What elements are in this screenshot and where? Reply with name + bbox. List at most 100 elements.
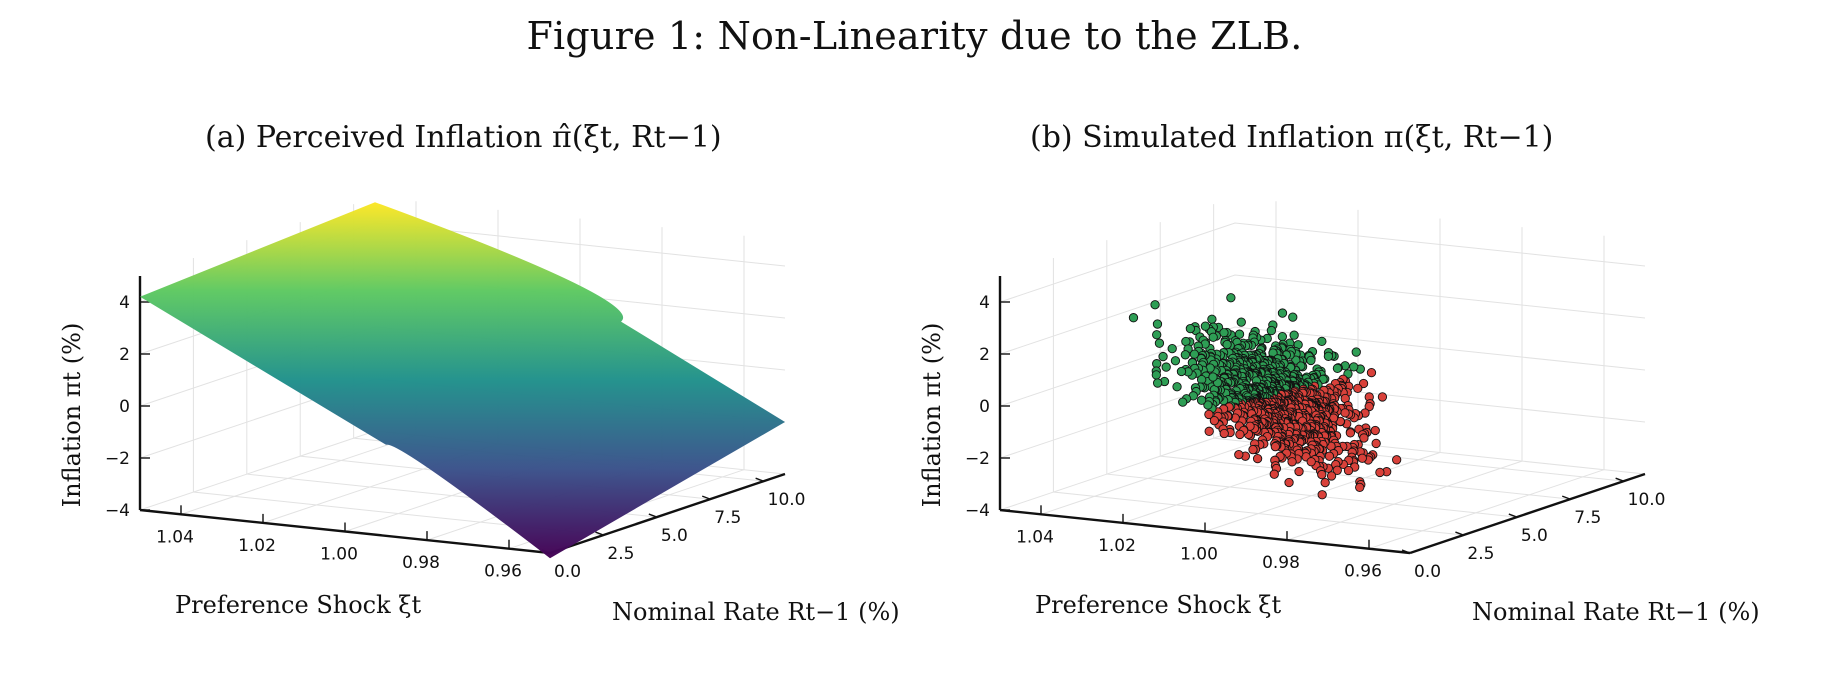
scatter-point	[1203, 400, 1213, 410]
scatter-point	[1266, 325, 1277, 336]
z-tick-label: 0	[979, 397, 990, 417]
y-tick-mark	[1455, 531, 1464, 536]
scatter-point-zlb	[1317, 490, 1327, 500]
scatter-point	[1208, 372, 1218, 382]
figure-title: Figure 1: Non-Linearity due to the ZLB.	[526, 14, 1303, 58]
scatter-point	[1219, 328, 1229, 338]
scatter-point-zlb	[1294, 466, 1304, 477]
y-tick-label: 5.0	[1521, 526, 1548, 546]
scatter-point	[1180, 350, 1191, 360]
inflation-surface	[140, 202, 785, 559]
y-tick-label: 0.0	[554, 562, 581, 582]
y-tick-label: 2.5	[1467, 544, 1494, 564]
scatter-point	[1351, 347, 1361, 357]
x-tick-label: 0.96	[484, 562, 522, 582]
scatter-point	[1176, 366, 1187, 377]
scatter-point	[1150, 300, 1160, 310]
scatter-point	[1152, 319, 1163, 329]
scatter-point-zlb	[1359, 433, 1369, 443]
panel-a-title: (a) Perceived Inflation π̂(ξt, Rt−1)	[205, 120, 722, 155]
surface-plot: 1.04 1.02 1.00 0.98 0.96 0.0 2.5 5.0 7.5 10.0 4 2 0 −…	[58, 201, 900, 626]
scatter-point-zlb	[1252, 453, 1263, 464]
scatter-point-zlb	[1343, 465, 1354, 476]
scatter-plot: 1.04 1.02 1.00 0.98 0.96 0.0 2.5 5.0 7.5 10.0 4 2 0 −…	[918, 201, 1760, 626]
scatter-point-zlb	[1326, 471, 1337, 481]
scatter-point-zlb	[1371, 438, 1381, 449]
scatter-point-zlb	[1287, 457, 1297, 467]
grid-line	[1213, 204, 1624, 482]
scatter-point-zlb	[1270, 442, 1281, 452]
scatter-point-zlb	[1219, 428, 1229, 439]
z-tick-label: 2	[979, 345, 990, 365]
y-tick-mark	[1508, 513, 1518, 518]
x-tick-label: 1.02	[1098, 536, 1136, 556]
scatter-point	[1207, 314, 1217, 324]
scatter-point-zlb	[1284, 477, 1294, 488]
scatter-point-zlb	[1204, 426, 1214, 436]
scatter-point-zlb	[1209, 416, 1220, 426]
y-axis-line	[549, 472, 786, 555]
y-axis-label: Nominal Rate Rt−1 (%)	[1472, 598, 1760, 626]
scatter-point	[1323, 351, 1334, 361]
y-tick-label: 10.0	[768, 490, 806, 510]
grid-line	[999, 430, 1646, 511]
scatter-point	[1172, 382, 1182, 392]
scatter-point	[1154, 338, 1165, 348]
scatter-point-zlb	[1392, 455, 1402, 465]
x-axis-label: Preference Shock ξt	[1035, 591, 1281, 619]
scatter-point	[1196, 395, 1207, 405]
scatter-point	[1152, 378, 1163, 388]
scatter-point-zlb	[1248, 445, 1258, 455]
scatter-point	[1277, 331, 1288, 342]
y-tick-label: 7.5	[1574, 508, 1601, 528]
z-tick-label: −2	[965, 449, 990, 469]
z-tick-label: −4	[965, 501, 990, 521]
y-tick-mark	[595, 531, 604, 536]
scatter-point-zlb	[1377, 392, 1388, 402]
y-tick-label: 10.0	[1628, 490, 1666, 510]
scatter-point-zlb	[1345, 428, 1356, 438]
scatter-point	[1289, 330, 1299, 340]
scatter-point	[1208, 332, 1218, 342]
y-tick-mark	[755, 477, 764, 482]
z-tick-label: 4	[979, 293, 990, 313]
grid-line	[1106, 240, 1517, 518]
scatter-point-zlb	[1269, 469, 1279, 479]
x-tick-label: 0.96	[1344, 562, 1382, 582]
scatter-point	[1185, 323, 1196, 334]
z-tick-label: 2	[119, 345, 130, 365]
grid-line	[999, 274, 1646, 355]
x-tick-label: 1.04	[156, 527, 194, 547]
x-tick-label: 1.00	[320, 545, 358, 565]
y-tick-label: 7.5	[714, 508, 741, 528]
scatter-point-zlb	[1324, 451, 1335, 461]
scatter-point-zlb	[1306, 457, 1316, 467]
scatter-point-zlb	[1235, 429, 1245, 440]
z-tick-label: −4	[105, 501, 130, 521]
scatter-point-zlb	[1375, 467, 1385, 478]
scatter-point	[1222, 339, 1232, 350]
scatter-point	[1226, 293, 1236, 303]
scatter-point	[1332, 363, 1343, 373]
scatter-point	[1128, 313, 1139, 323]
grid-line	[1204, 218, 1441, 532]
x-tick-label: 0.98	[1262, 553, 1300, 573]
y-tick-label: 5.0	[661, 526, 688, 546]
scatter-point-zlb	[1234, 449, 1244, 460]
scatter-point-zlb	[1355, 482, 1365, 493]
grid-line	[192, 258, 604, 536]
scatter-point-zlb	[1320, 477, 1330, 488]
scatter-point	[1152, 330, 1162, 340]
scatter-point	[1161, 362, 1171, 372]
scatter-point	[1288, 312, 1298, 322]
scatter-point-zlb	[1357, 453, 1367, 463]
y-tick-mark	[1561, 495, 1571, 500]
scatter-point	[1317, 336, 1327, 347]
scatter-point	[1277, 308, 1288, 318]
z-tick-label: 4	[119, 293, 130, 313]
x-tick-label: 1.02	[238, 536, 276, 556]
scatter-point	[1170, 356, 1181, 366]
y-tick-mark	[701, 495, 711, 500]
y-axis-label: Nominal Rate Rt−1 (%)	[612, 598, 900, 626]
scatter-point	[1291, 355, 1301, 365]
